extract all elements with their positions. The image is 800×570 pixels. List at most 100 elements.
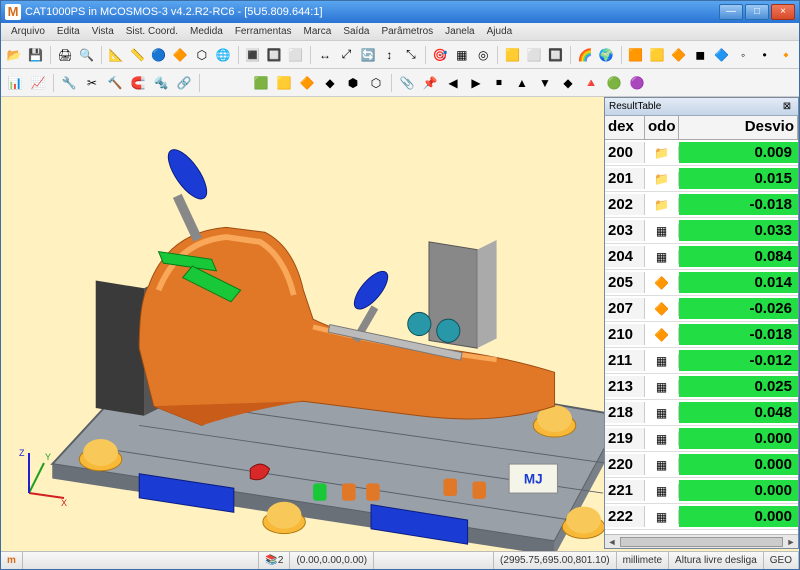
toolbar-button-1[interactable]: 💾 [26, 45, 44, 65]
table-row[interactable]: 220▦0.000 [605, 452, 798, 478]
toolbar-button-24[interactable]: ▲ [512, 73, 532, 93]
toolbar-button-19[interactable]: 🔄 [359, 45, 377, 65]
toolbar-button-26[interactable]: ◆ [558, 73, 578, 93]
menubar[interactable]: ArquivoEditaVistaSist. Coord.MedidaFerra… [1, 23, 799, 41]
toolbar-button-38[interactable]: 🔷 [712, 45, 730, 65]
result-table-body[interactable]: 200📁0.009201📁0.015202📁-0.018203▦0.033204… [605, 140, 798, 534]
table-row[interactable]: 218▦0.048 [605, 400, 798, 426]
table-row[interactable]: 211▦-0.012 [605, 348, 798, 374]
toolbar-button-0[interactable]: 📊 [5, 73, 25, 93]
toolbar-button-29[interactable]: 🟣 [627, 73, 647, 93]
toolbar-button-28[interactable]: 🟢 [604, 73, 624, 93]
toolbar-button-12[interactable]: 🟩 [251, 73, 271, 93]
toolbar-button-17[interactable]: ⬡ [366, 73, 386, 93]
col-dex[interactable]: dex [605, 116, 645, 139]
table-row[interactable]: 207🔶-0.026 [605, 296, 798, 322]
toolbar-button-8[interactable]: 🔗 [174, 73, 194, 93]
toolbar-button-6[interactable]: 📐 [107, 45, 125, 65]
result-table-titlebar[interactable]: ResultTable ⊠ [605, 98, 798, 116]
toolbar-button-35[interactable]: 🟨 [648, 45, 666, 65]
menu-medida[interactable]: Medida [184, 25, 229, 38]
toolbar-button-34[interactable]: 🟧 [627, 45, 645, 65]
toolbar-button-31[interactable]: 🌈 [576, 45, 594, 65]
menu-marca[interactable]: Marca [298, 25, 338, 38]
toolbar-button-23[interactable]: ⏹ [489, 73, 509, 93]
toolbar-button-21[interactable]: ◀ [443, 73, 463, 93]
toolbar-button-39[interactable]: ◦ [734, 45, 752, 65]
toolbar-button-29[interactable]: 🔲 [546, 45, 564, 65]
menu-sist-coord-[interactable]: Sist. Coord. [120, 25, 184, 38]
maximize-button[interactable]: □ [745, 4, 769, 20]
toolbar-button-3[interactable]: 🖨 [56, 45, 74, 65]
menu-arquivo[interactable]: Arquivo [5, 25, 51, 38]
toolbar-button-6[interactable]: 🧲 [128, 73, 148, 93]
toolbar-button-32[interactable]: 🌍 [597, 45, 615, 65]
toolbar-button-8[interactable]: 🔵 [150, 45, 168, 65]
menu-janela[interactable]: Janela [439, 25, 480, 38]
toolbar-button-14[interactable]: 🔲 [265, 45, 283, 65]
scroll-left-icon[interactable]: ◄ [605, 537, 619, 547]
toolbar-button-36[interactable]: 🔶 [670, 45, 688, 65]
toolbar-button-10[interactable] [205, 73, 225, 93]
toolbar-button-10[interactable]: ⬡ [193, 45, 211, 65]
toolbar-button-24[interactable]: ▦ [453, 45, 471, 65]
toolbar-button-37[interactable]: ◼ [691, 45, 709, 65]
toolbar-button-23[interactable]: 🎯 [431, 45, 449, 65]
toolbar-button-25[interactable]: ◎ [474, 45, 492, 65]
toolbar-button-11[interactable]: 🌐 [214, 45, 232, 65]
menu-ajuda[interactable]: Ajuda [481, 25, 519, 38]
result-table-close-icon[interactable]: ⊠ [780, 101, 794, 112]
table-row[interactable]: 221▦0.000 [605, 478, 798, 504]
toolbar-button-14[interactable]: 🔶 [297, 73, 317, 93]
table-row[interactable]: 213▦0.025 [605, 374, 798, 400]
table-row[interactable]: 200📁0.009 [605, 140, 798, 166]
scroll-right-icon[interactable]: ► [784, 537, 798, 547]
toolbar-button-4[interactable]: ✂ [82, 73, 102, 93]
toolbar-button-28[interactable]: ⬜ [525, 45, 543, 65]
menu-vista[interactable]: Vista [86, 25, 120, 38]
table-row[interactable]: 205🔶0.014 [605, 270, 798, 296]
toolbar-button-27[interactable]: 🔺 [581, 73, 601, 93]
toolbar-button-40[interactable]: • [755, 45, 773, 65]
toolbar-button-15[interactable]: ⬜ [286, 45, 304, 65]
toolbar-button-22[interactable]: ▶ [466, 73, 486, 93]
toolbar-button-41[interactable]: 🔸 [777, 45, 795, 65]
toolbar-button-3[interactable]: 🔧 [59, 73, 79, 93]
result-table-hscroll[interactable]: ◄ ► [605, 534, 798, 548]
toolbar-button-13[interactable]: 🔳 [243, 45, 261, 65]
toolbar-button-15[interactable]: ◆ [320, 73, 340, 93]
table-row[interactable]: 210🔶-0.018 [605, 322, 798, 348]
toolbar-button-20[interactable]: 📌 [420, 73, 440, 93]
table-row[interactable]: 201📁0.015 [605, 166, 798, 192]
toolbar-row-2[interactable]: 📊📈🔧✂🔨🧲🔩🔗 🟩🟨🔶◆⬢⬡📎📌◀▶⏹▲▼◆🔺🟢🟣 [1, 69, 799, 97]
toolbar-button-16[interactable]: ⬢ [343, 73, 363, 93]
result-table-panel[interactable]: ResultTable ⊠ dex odo Desvio 200📁0.00920… [604, 97, 799, 549]
menu-edita[interactable]: Edita [51, 25, 86, 38]
toolbar-button-11[interactable] [228, 73, 248, 93]
menu-sa-da[interactable]: Saída [337, 25, 375, 38]
toolbar-button-21[interactable]: ⤡ [402, 45, 420, 65]
toolbar-button-4[interactable]: 🔍 [77, 45, 95, 65]
toolbar-button-19[interactable]: 📎 [397, 73, 417, 93]
toolbar-button-1[interactable]: 📈 [28, 73, 48, 93]
toolbar-button-13[interactable]: 🟨 [274, 73, 294, 93]
table-row[interactable]: 219▦0.000 [605, 426, 798, 452]
table-row[interactable]: 204▦0.084 [605, 244, 798, 270]
table-row[interactable]: 202📁-0.018 [605, 192, 798, 218]
toolbar-button-9[interactable]: 🔶 [171, 45, 189, 65]
menu-par-metros[interactable]: Parâmetros [375, 25, 439, 38]
close-button[interactable]: × [771, 4, 795, 20]
toolbar-row-1[interactable]: 📂💾🖨🔍📐📏🔵🔶⬡🌐🔳🔲⬜↔⤢🔄↕⤡🎯▦◎🟨⬜🔲🌈🌍🟧🟨🔶◼🔷◦•🔸 [1, 41, 799, 69]
col-desvio[interactable]: Desvio [679, 116, 798, 139]
titlebar[interactable]: M CAT1000PS in MCOSMOS-3 v4.2.R2-RC6 - [… [1, 1, 799, 23]
col-odo[interactable]: odo [645, 116, 679, 139]
toolbar-button-18[interactable]: ⤢ [337, 45, 355, 65]
table-row[interactable]: 222▦0.000 [605, 504, 798, 530]
toolbar-button-27[interactable]: 🟨 [503, 45, 521, 65]
toolbar-button-20[interactable]: ↕ [380, 45, 398, 65]
toolbar-button-17[interactable]: ↔ [316, 45, 334, 65]
toolbar-button-7[interactable]: 📏 [128, 45, 146, 65]
toolbar-button-25[interactable]: ▼ [535, 73, 555, 93]
toolbar-button-0[interactable]: 📂 [5, 45, 23, 65]
toolbar-button-5[interactable]: 🔨 [105, 73, 125, 93]
